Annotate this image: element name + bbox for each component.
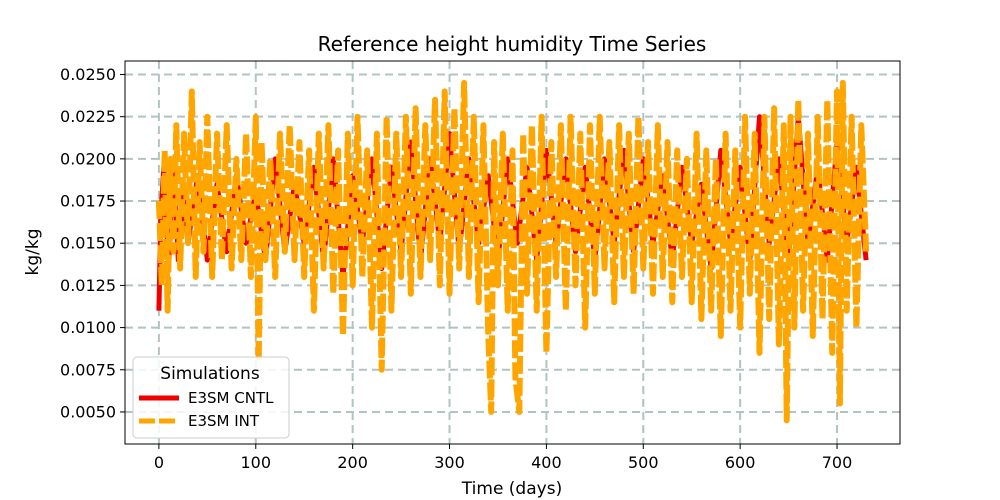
y-tick-label: 0.0225 bbox=[60, 107, 116, 126]
legend: Simulations E3SM CNTL E3SM INT bbox=[132, 356, 290, 439]
x-axis-ticks: 0 100 200 300 400 500 600 700 bbox=[154, 444, 852, 472]
x-axis-label: Time (days) bbox=[461, 479, 562, 499]
series-line-e3sm-int bbox=[155, 79, 870, 424]
plot-frame bbox=[124, 60, 901, 445]
y-tick-label: 0.0200 bbox=[60, 149, 116, 168]
y-axis-label: kg/kg bbox=[23, 229, 43, 276]
legend-box bbox=[132, 356, 290, 439]
x-tick-label: 200 bbox=[337, 453, 368, 472]
y-tick-label: 0.0150 bbox=[60, 234, 116, 253]
legend-title: Simulations bbox=[160, 364, 260, 384]
x-tick-label: 500 bbox=[628, 453, 659, 472]
x-tick-label: 600 bbox=[725, 453, 756, 472]
x-tick-label: 100 bbox=[241, 453, 272, 472]
y-tick-label: 0.0250 bbox=[60, 65, 116, 84]
x-tick-label: 700 bbox=[822, 453, 853, 472]
y-tick-label: 0.0175 bbox=[60, 192, 116, 211]
series-layer bbox=[155, 79, 870, 424]
y-tick-label: 0.0050 bbox=[60, 402, 116, 421]
x-tick-label: 300 bbox=[434, 453, 465, 472]
y-axis-ticks: 0.0050 0.0075 0.0100 0.0125 0.0150 0.0175 0.02… bbox=[60, 65, 125, 421]
chart-title: Reference height humidity Time Series bbox=[318, 32, 707, 56]
y-tick-label: 0.0100 bbox=[60, 318, 116, 337]
x-tick-label: 400 bbox=[531, 453, 562, 472]
y-tick-label: 0.0075 bbox=[60, 360, 116, 379]
legend-label-e3sm-cntl: E3SM CNTL bbox=[188, 389, 274, 407]
legend-label-e3sm-int: E3SM INT bbox=[188, 412, 260, 430]
x-tick-label: 0 bbox=[154, 453, 164, 472]
y-tick-label: 0.0125 bbox=[60, 276, 116, 295]
